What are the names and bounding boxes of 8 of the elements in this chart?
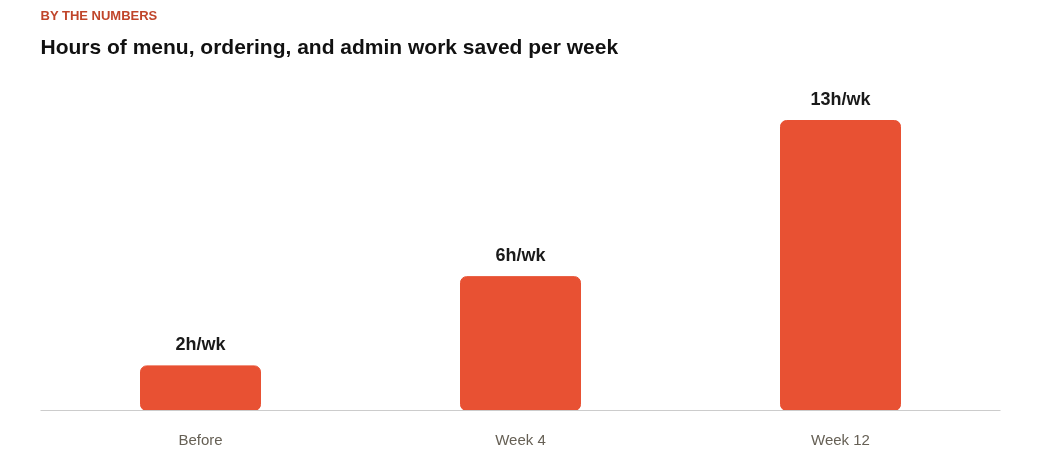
x-tick-label: Week 4: [495, 430, 546, 448]
x-tick-label: Week 12: [811, 430, 870, 448]
x-tick-label: Before: [178, 430, 223, 448]
data-label: 13h/wk: [810, 88, 872, 109]
data-label: 2h/wk: [175, 333, 227, 354]
chart-title: Hours of menu, ordering, and admin work saved per week: [40, 34, 619, 58]
data-label: 6h/wk: [495, 244, 547, 265]
chart-subtitle: BY THE NUMBERS: [40, 7, 158, 23]
